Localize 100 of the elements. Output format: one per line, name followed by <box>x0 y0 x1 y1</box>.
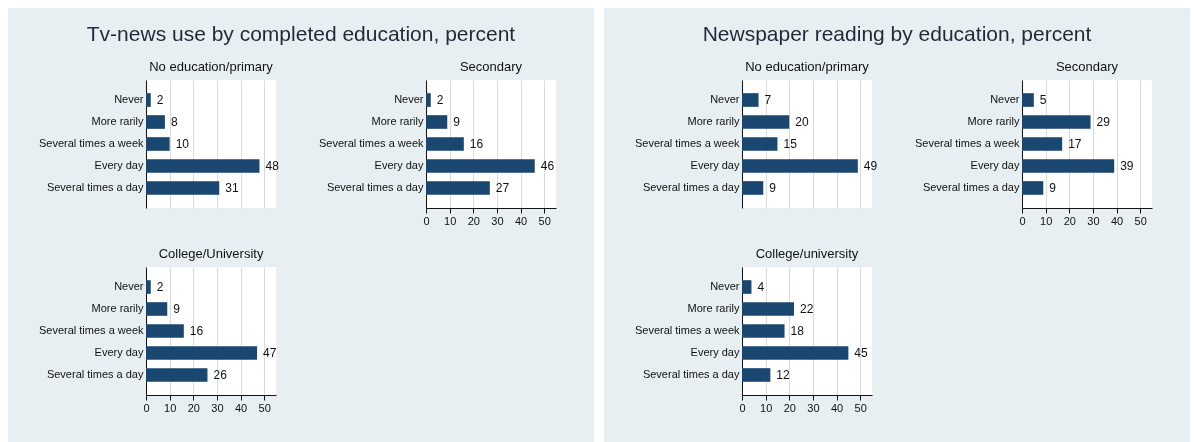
x-tick-label: 30 <box>491 214 504 227</box>
x-tick-label: 20 <box>467 214 480 227</box>
x-tick-label: 50 <box>854 401 867 414</box>
y-tick-label: Several times a week <box>634 137 740 149</box>
y-tick-label: Never <box>114 93 144 106</box>
x-tick-label: 0 <box>1019 214 1026 227</box>
y-tick-label: Several times a day <box>642 180 740 193</box>
x-tick-label: 10 <box>444 214 457 227</box>
bar <box>742 181 764 195</box>
bar <box>146 137 170 151</box>
data-label: 27 <box>495 180 510 195</box>
y-tick-label: Every day <box>970 158 1020 171</box>
y-tick-label: More rarily <box>91 115 144 128</box>
x-tick-label: 30 <box>807 401 820 414</box>
y-tick-label: Several times a day <box>46 367 144 380</box>
x-tick-label: 10 <box>760 401 773 414</box>
y-tick-label: Never <box>114 280 144 293</box>
x-tick-label: 40 <box>830 401 844 414</box>
data-label: 16 <box>469 137 484 151</box>
y-tick-label: Several times a day <box>326 180 424 193</box>
x-tick-label: 10 <box>1040 214 1053 227</box>
bar <box>426 181 490 195</box>
bar <box>146 93 151 107</box>
bar <box>426 159 535 173</box>
chart-subtitle: Secondary <box>1055 59 1119 74</box>
x-tick-label: 40 <box>234 401 248 414</box>
data-label: 45 <box>854 345 869 360</box>
data-label: 46 <box>540 158 555 173</box>
data-label: 10 <box>175 137 190 151</box>
bar <box>146 324 184 338</box>
bar <box>742 159 858 173</box>
bar <box>742 115 790 129</box>
y-tick-label: Every day <box>690 158 740 171</box>
x-tick-label: 50 <box>1134 214 1147 227</box>
data-label: 7 <box>764 93 772 108</box>
data-label: 47 <box>263 345 277 360</box>
bar <box>1022 115 1091 129</box>
data-label: 2 <box>156 93 164 108</box>
x-tick-label: 0 <box>739 401 746 414</box>
y-tick-label: Every day <box>94 345 144 358</box>
bar <box>146 181 220 195</box>
data-label: 39 <box>1120 158 1134 173</box>
y-tick-label: Several times a week <box>38 324 144 336</box>
data-label: 5 <box>1039 93 1047 108</box>
bar <box>146 280 151 294</box>
bar <box>146 159 260 173</box>
data-label: 2 <box>156 280 164 295</box>
x-tick-label: 30 <box>211 401 224 414</box>
data-label: 2 <box>436 93 444 108</box>
bar <box>742 280 752 294</box>
x-tick-label: 40 <box>514 214 528 227</box>
data-label: 8 <box>170 115 178 130</box>
x-tick-label: 50 <box>258 401 271 414</box>
y-tick-label: Several times a day <box>46 180 144 193</box>
y-tick-label: Every day <box>374 158 424 171</box>
data-label: 17 <box>1068 137 1082 151</box>
data-label: 15 <box>783 137 798 151</box>
x-tick-label: 20 <box>783 401 796 414</box>
y-tick-label: Every day <box>94 158 144 171</box>
bar <box>1022 93 1034 107</box>
chart-subtitle: No education/primary <box>745 59 870 74</box>
y-tick-label: Never <box>990 93 1020 106</box>
bar <box>742 346 849 360</box>
y-tick-label: Several times a day <box>922 180 1020 193</box>
y-tick-label: Several times a week <box>914 137 1020 149</box>
x-tick-label: 40 <box>1110 214 1124 227</box>
bar <box>146 368 208 382</box>
chart-title: Newspaper reading by education, percent <box>701 22 1093 46</box>
x-tick-label: 0 <box>423 214 430 227</box>
y-tick-label: Never <box>710 280 740 293</box>
bar <box>426 137 464 151</box>
data-label: 49 <box>863 158 878 173</box>
bar <box>742 137 778 151</box>
data-label: 29 <box>1096 115 1111 130</box>
bar <box>1022 137 1063 151</box>
data-label: 16 <box>189 324 204 338</box>
data-label: 26 <box>213 367 228 382</box>
y-tick-label: More rarily <box>967 115 1020 128</box>
data-label: 9 <box>1049 180 1057 195</box>
data-label: 48 <box>265 158 280 173</box>
x-tick-label: 20 <box>187 401 200 414</box>
data-label: 4 <box>757 280 765 295</box>
y-tick-label: Several times a week <box>38 137 144 149</box>
y-tick-label: Every day <box>690 345 740 358</box>
chart-subtitle: Secondary <box>459 59 523 74</box>
chart-subtitle: College/University <box>158 246 264 261</box>
data-label: 9 <box>769 180 777 195</box>
y-tick-label: More rarily <box>371 115 424 128</box>
bar <box>146 346 258 360</box>
bar <box>1022 181 1044 195</box>
bar <box>426 93 431 107</box>
data-label: 20 <box>795 115 809 130</box>
data-label: 18 <box>790 324 805 338</box>
chart-title: Tv-news use by completed education, percent <box>85 22 517 46</box>
data-label: 9 <box>173 302 181 317</box>
y-tick-label: Several times a week <box>318 137 424 149</box>
data-label: 22 <box>800 302 814 317</box>
chart-subtitle: No education/primary <box>149 59 274 74</box>
y-tick-label: Never <box>710 93 740 106</box>
y-tick-label: Never <box>394 93 424 106</box>
